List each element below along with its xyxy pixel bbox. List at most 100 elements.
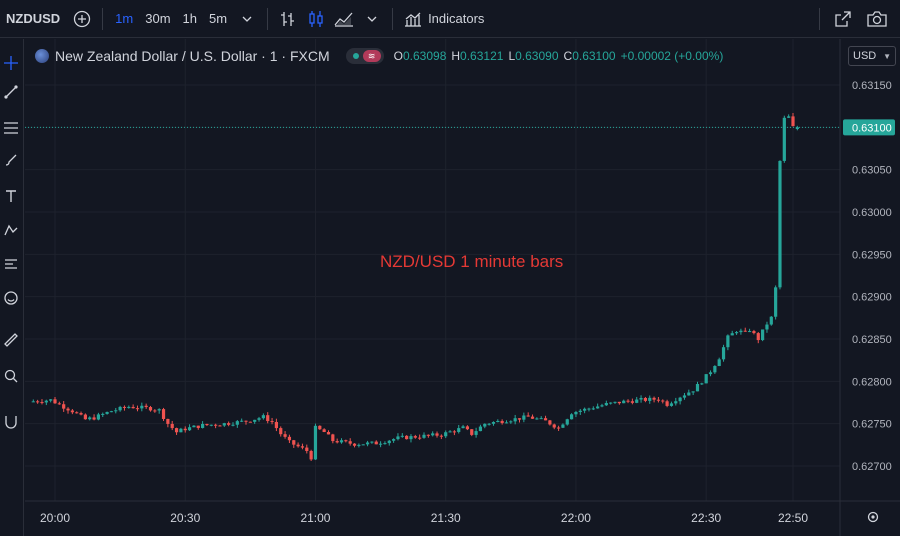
candle-down [656, 396, 661, 403]
crosshair-icon [4, 56, 18, 70]
plus-circle-icon [74, 10, 91, 27]
candle-up [231, 422, 235, 427]
chart-type-dropdown-button[interactable] [358, 0, 386, 38]
last-price-label: 0.63100 [852, 122, 892, 134]
candle-down [530, 414, 535, 419]
candle-up [457, 424, 461, 434]
candlestick-chart[interactable]: 0.63150 0.63100 0.63050 0.63000 0.62950 0.629… [25, 39, 900, 536]
price-tick-label: 0.62900 [852, 292, 892, 304]
candle-down [166, 418, 170, 428]
candle-up [109, 410, 114, 413]
candle-down [500, 419, 504, 425]
candle-down [465, 425, 470, 431]
area-style-button[interactable] [330, 0, 358, 38]
candle-up [761, 329, 765, 342]
zoom-tool[interactable] [0, 365, 22, 387]
candle-down [218, 424, 222, 427]
series-title: New Zealand Dollar / U.S. Dollar · 1 · F… [55, 48, 330, 64]
candle-down [643, 396, 647, 403]
candle-down [352, 443, 357, 448]
candle-up [31, 399, 35, 403]
candle-up [378, 441, 383, 448]
change-value: +0.00002 (+0.00%) [620, 49, 724, 63]
candle-up [209, 424, 213, 427]
candle-up [253, 419, 257, 424]
crosshair-tool[interactable] [0, 52, 22, 74]
text-tool[interactable] [0, 185, 22, 207]
timeframe-1h-button[interactable]: 1h [182, 11, 197, 26]
candle-up [604, 400, 608, 406]
candle-down [665, 399, 669, 408]
candle-up [578, 408, 582, 415]
measure-tool[interactable] [0, 329, 22, 351]
candle-up [257, 416, 261, 422]
candle-down [556, 425, 561, 431]
candle-up [339, 438, 344, 444]
candle-up [49, 399, 53, 403]
candle-up [496, 419, 500, 423]
bars-style-button[interactable] [274, 0, 302, 38]
candle-down [36, 399, 40, 404]
candle-down [439, 434, 443, 440]
pattern-tool[interactable] [0, 219, 22, 241]
candle-up [509, 420, 513, 424]
candle-up [587, 407, 591, 412]
camera-icon [867, 11, 887, 27]
pattern-icon [4, 224, 18, 236]
open-new-window-button[interactable] [826, 0, 860, 38]
price-axis[interactable]: 0.63150 0.63100 0.63050 0.63000 0.62950 0.629… [843, 80, 895, 473]
candle-up [101, 412, 105, 417]
trend-line-tool[interactable] [0, 81, 22, 103]
candle-up [687, 389, 691, 396]
time-tick-label: 20:30 [170, 511, 200, 525]
candle-down [161, 407, 166, 421]
snapshot-button[interactable] [860, 0, 894, 38]
candle-down [70, 409, 74, 415]
data-mode-icon: ≋ [362, 50, 381, 62]
icons-tool[interactable] [0, 287, 22, 309]
chart-settings-gear-icon[interactable] [867, 511, 879, 523]
candle-up [613, 401, 617, 404]
timeframe-dropdown-button[interactable] [233, 0, 261, 38]
indicators-icon [405, 12, 422, 27]
candle-down [144, 403, 148, 409]
candle-up [704, 374, 708, 384]
candle-up [422, 432, 426, 439]
candle-down [270, 417, 274, 425]
chart-pane[interactable]: 0.63150 0.63100 0.63050 0.63000 0.62950 0.629… [25, 39, 900, 536]
series-status-pill[interactable]: ≋ [345, 48, 384, 64]
forecast-icon [5, 259, 17, 269]
currency-selector[interactable]: USD ▼ [848, 46, 896, 66]
prediction-tool[interactable] [0, 253, 22, 275]
candle-down [170, 420, 174, 431]
candle-up [313, 423, 318, 460]
candles-style-button[interactable] [302, 0, 330, 38]
candle-down [791, 113, 795, 127]
candle-down [174, 427, 179, 435]
candle-down [122, 405, 127, 411]
magnet-tool[interactable] [0, 411, 22, 433]
fib-tool[interactable] [0, 117, 22, 139]
high-value: 0.63121 [460, 49, 504, 63]
candle-down [743, 327, 747, 332]
candle-up [565, 418, 569, 426]
open-value: 0.63098 [402, 49, 447, 63]
candle-up [765, 321, 769, 333]
candle-up [739, 328, 743, 335]
brush-tool[interactable] [0, 149, 22, 171]
time-axis[interactable]: 20:00 20:30 21:00 21:30 22:00 22:30 22:50 [40, 511, 879, 525]
candle-down [426, 434, 430, 438]
symbol-search-button[interactable]: NZDUSD [0, 0, 68, 38]
candle-down [131, 404, 135, 409]
candle-up [682, 392, 687, 400]
time-tick-label: 20:00 [40, 511, 70, 525]
timeframe-1m-button[interactable]: 1m [115, 11, 134, 26]
compare-symbol-button[interactable] [68, 0, 96, 38]
candle-down [517, 418, 522, 423]
candle-down [148, 405, 153, 412]
indicators-button[interactable]: Indicators [399, 0, 484, 38]
timeframe-5m-button[interactable]: 5m [209, 11, 228, 26]
candle-down [344, 439, 348, 443]
candle-up [261, 413, 265, 420]
timeframe-30m-button[interactable]: 30m [145, 11, 171, 26]
